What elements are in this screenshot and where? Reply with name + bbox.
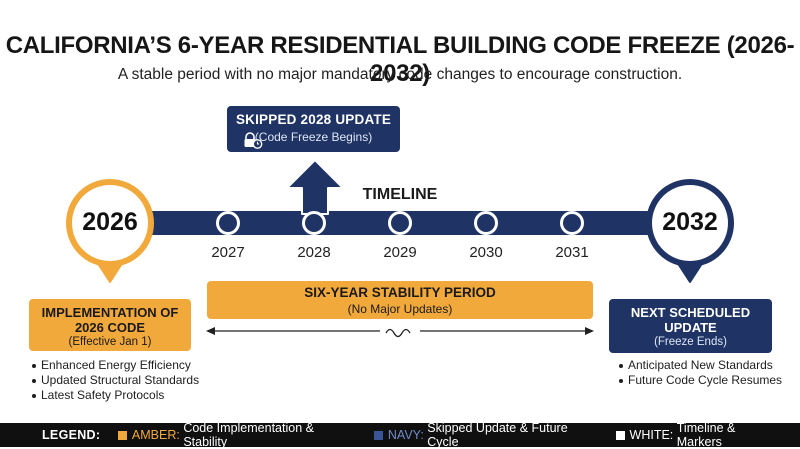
- implementation-title-line1: IMPLEMENTATION OF: [41, 305, 179, 320]
- page-title: CALIFORNIA’S 6-YEAR RESIDENTIAL BUILDING…: [5, 32, 795, 87]
- wave-icon: [385, 328, 411, 338]
- implementation-title-line2: 2026 CODE: [74, 320, 146, 335]
- start-node: [66, 179, 154, 283]
- list-item: Anticipated New Standards: [618, 358, 782, 373]
- legend-text-white: Timeline & Markers: [676, 421, 736, 449]
- year-marker-2030: [474, 211, 498, 235]
- year-marker-2028: [302, 211, 326, 235]
- year-marker-2029: [388, 211, 412, 235]
- list-item: Enhanced Energy Efficiency: [31, 358, 199, 373]
- end-year: 2032: [662, 208, 718, 236]
- legend-key-white: WHITE:: [629, 428, 674, 442]
- legend-text-navy: Skipped Update & Future Cycle: [427, 421, 568, 449]
- stability-period-box: SIX-YEAR STABILITY PERIOD (No Major Upda…: [207, 281, 593, 319]
- next-update-title-line2: UPDATE: [664, 320, 717, 335]
- white-swatch-icon: [616, 430, 625, 440]
- list-item: Future Code Cycle Resumes: [618, 373, 782, 388]
- legend-lead: LEGEND:: [42, 428, 101, 442]
- year-marker-2031: [560, 211, 584, 235]
- implementation-bullets: Enhanced Energy Efficiency Updated Struc…: [31, 358, 199, 403]
- legend-item-white: WHITE: Timeline & Markers: [616, 421, 778, 449]
- legend-bar: LEGEND: AMBER: Code Implementation & Sta…: [0, 421, 800, 449]
- list-item: Latest Safety Protocols: [31, 388, 199, 403]
- implementation-box: IMPLEMENTATION OF 2026 CODE (Effective J…: [29, 299, 191, 351]
- skipped-update-arrow: [286, 159, 344, 215]
- year-label-2028: 2028: [297, 244, 331, 261]
- year-label-2031: 2031: [555, 244, 589, 261]
- start-year: 2026: [82, 208, 138, 236]
- legend-item-amber: AMBER: Code Implementation & Stability: [118, 421, 352, 449]
- legend-key-amber: AMBER:: [131, 428, 180, 442]
- stability-subtitle: (No Major Updates): [347, 302, 453, 316]
- skipped-update-callout: SKIPPED 2028 UPDATE (Code Freeze Begins): [227, 106, 400, 152]
- year-label-2029: 2029: [383, 244, 417, 261]
- skipped-update-title: SKIPPED 2028 UPDATE: [235, 112, 392, 127]
- end-node: [646, 179, 734, 283]
- stability-span-arrow: [206, 327, 594, 338]
- page-subtitle: A stable period with no major mandatory …: [117, 66, 683, 83]
- year-marker-2027: [216, 211, 240, 235]
- year-label-2030: 2030: [469, 244, 503, 261]
- implementation-subtitle: (Effective Jan 1): [68, 336, 152, 348]
- next-update-subtitle: (Freeze Ends): [654, 336, 727, 348]
- list-item: Updated Structural Standards: [31, 373, 199, 388]
- start-node-center: [72, 185, 148, 261]
- next-update-box: NEXT SCHEDULED UPDATE (Freeze Ends): [609, 299, 772, 353]
- padlock-clock-icon: [244, 132, 263, 149]
- legend-item-navy: NAVY: Skipped Update & Future Cycle: [374, 421, 594, 449]
- skipped-update-subtitle: (Code Freeze Begins): [254, 130, 373, 144]
- amber-swatch-icon: [118, 430, 127, 440]
- navy-swatch-icon: [374, 430, 383, 440]
- legend-key-navy: NAVY:: [387, 428, 424, 442]
- legend-text-amber: Code Implementation & Stability: [183, 421, 314, 449]
- end-node-center: [652, 185, 728, 261]
- year-label-2027: 2027: [211, 244, 245, 261]
- timeline-label: TIMELINE: [362, 186, 438, 203]
- next-update-bullets: Anticipated New Standards Future Code Cy…: [618, 358, 782, 388]
- stability-title: SIX-YEAR STABILITY PERIOD: [304, 285, 496, 300]
- next-update-title-line1: NEXT SCHEDULED: [630, 305, 751, 320]
- year-markers: [216, 211, 584, 235]
